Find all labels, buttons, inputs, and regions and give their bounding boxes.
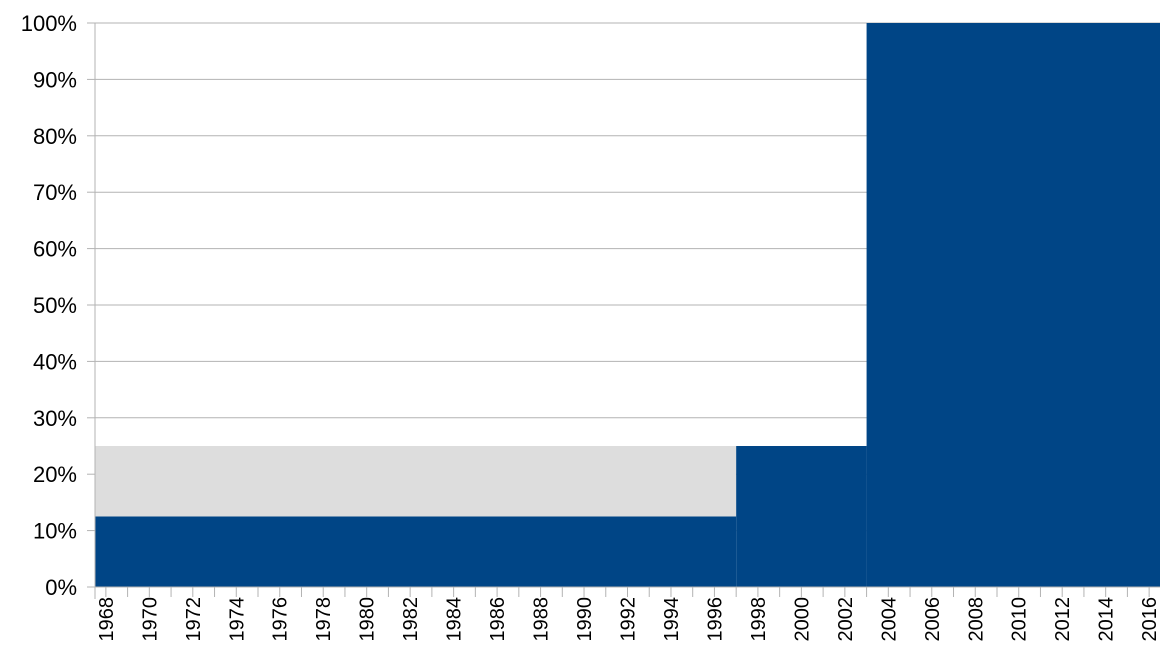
- area-segment: [866, 23, 1160, 587]
- x-tick-label: 2008: [965, 597, 987, 642]
- y-tick-label: 10%: [33, 519, 77, 544]
- x-tick-label: 1986: [487, 597, 509, 642]
- y-tick-label: 20%: [33, 462, 77, 487]
- y-tick-label: 40%: [33, 349, 77, 374]
- x-tick-label: 2004: [878, 597, 900, 642]
- y-tick-label: 30%: [33, 406, 77, 431]
- x-tick-label: 1968: [96, 597, 118, 642]
- y-tick-label: 70%: [33, 180, 77, 205]
- x-tick-label: 1998: [748, 597, 770, 642]
- x-tick-label: 1978: [313, 597, 335, 642]
- x-tick-label: 2010: [1009, 597, 1031, 642]
- y-tick-label: 100%: [21, 11, 77, 36]
- area-segment: [736, 446, 867, 587]
- x-tick-label: 1994: [661, 597, 683, 642]
- plot-area: [95, 23, 1160, 587]
- y-tick-label: 80%: [33, 124, 77, 149]
- y-axis-tick-labels: 0% 10% 20% 30% 40% 50% 60% 70% 80% 90% 100%: [21, 11, 77, 600]
- x-tick-label: 1982: [400, 597, 422, 642]
- y-tick-label: 60%: [33, 237, 77, 262]
- x-tick-label: 1990: [574, 597, 596, 642]
- x-tick-label: 1980: [357, 597, 379, 642]
- y-tick-label: 50%: [33, 293, 77, 318]
- y-tick-label: 0%: [45, 575, 77, 600]
- x-tick-label: 2014: [1096, 597, 1118, 642]
- x-tick-label: 1972: [183, 597, 205, 642]
- x-tick-label: 2002: [835, 597, 857, 642]
- y-tick-label: 90%: [33, 67, 77, 92]
- x-tick-label: 2016: [1139, 597, 1161, 642]
- area-segment: [95, 446, 737, 517]
- x-tick-label: 1974: [226, 597, 248, 642]
- x-tick-label: 2000: [791, 597, 813, 642]
- x-tick-label: 1992: [618, 597, 640, 642]
- x-tick-label: 1984: [444, 597, 466, 642]
- x-tick-label: 1976: [270, 597, 292, 642]
- x-tick-label: 1996: [704, 597, 726, 642]
- x-tick-label: 1988: [531, 597, 553, 642]
- area-segment: [95, 516, 737, 587]
- x-tick-label: 2012: [1052, 597, 1074, 642]
- x-tick-label: 1970: [139, 597, 161, 642]
- x-axis-tick-labels: 1968 1970 1972 1974 1976 1978 1980 1982 1984 1986…: [96, 597, 1161, 642]
- axes: [87, 22, 1160, 599]
- x-tick-label: 2006: [922, 597, 944, 642]
